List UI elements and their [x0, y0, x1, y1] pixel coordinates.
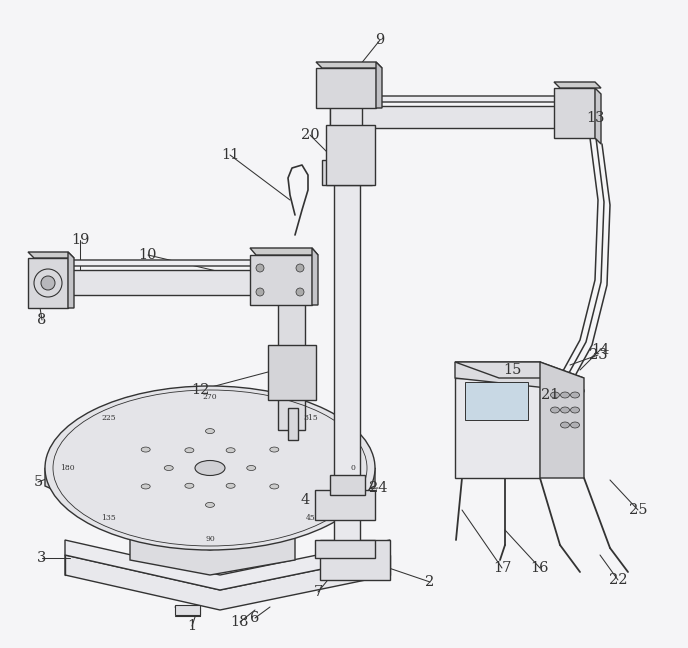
Polygon shape — [595, 88, 601, 144]
Ellipse shape — [226, 483, 235, 488]
Circle shape — [296, 288, 304, 296]
Text: 270: 270 — [203, 393, 217, 401]
Text: 25: 25 — [629, 503, 647, 517]
Text: 3: 3 — [37, 551, 47, 565]
Ellipse shape — [195, 461, 225, 476]
Polygon shape — [28, 258, 68, 308]
Polygon shape — [330, 80, 362, 168]
Text: 9: 9 — [376, 33, 385, 47]
Text: 90: 90 — [205, 535, 215, 543]
Ellipse shape — [270, 447, 279, 452]
Text: 0: 0 — [351, 464, 356, 472]
Ellipse shape — [206, 502, 215, 507]
Polygon shape — [45, 468, 375, 559]
Ellipse shape — [185, 448, 194, 453]
Polygon shape — [455, 362, 584, 392]
Text: 225: 225 — [102, 414, 116, 422]
Text: 45: 45 — [306, 515, 316, 522]
Polygon shape — [316, 68, 376, 108]
Polygon shape — [60, 270, 310, 295]
Polygon shape — [268, 345, 316, 400]
Polygon shape — [330, 96, 566, 102]
Ellipse shape — [550, 407, 559, 413]
Ellipse shape — [550, 392, 559, 398]
Ellipse shape — [41, 276, 55, 290]
Text: 15: 15 — [503, 363, 522, 377]
Ellipse shape — [206, 428, 215, 434]
Text: 4: 4 — [301, 493, 310, 507]
Text: 17: 17 — [493, 561, 511, 575]
Text: 20: 20 — [301, 128, 319, 142]
Polygon shape — [376, 62, 382, 108]
Text: 21: 21 — [541, 388, 559, 402]
Polygon shape — [60, 260, 316, 266]
Polygon shape — [28, 252, 74, 258]
Text: 22: 22 — [609, 573, 627, 587]
Ellipse shape — [141, 447, 150, 452]
Polygon shape — [315, 540, 375, 558]
Polygon shape — [326, 125, 375, 185]
Text: 11: 11 — [221, 148, 239, 162]
Ellipse shape — [247, 465, 256, 470]
Polygon shape — [455, 362, 584, 378]
Circle shape — [256, 264, 264, 272]
Text: 23: 23 — [589, 348, 608, 362]
Polygon shape — [455, 378, 540, 478]
Ellipse shape — [561, 422, 570, 428]
Polygon shape — [65, 540, 390, 590]
Text: 10: 10 — [139, 248, 158, 262]
Ellipse shape — [270, 484, 279, 489]
Text: 14: 14 — [591, 343, 609, 357]
Text: 13: 13 — [587, 111, 605, 125]
Ellipse shape — [226, 448, 235, 453]
Text: 6: 6 — [250, 611, 259, 625]
Polygon shape — [68, 252, 74, 308]
Ellipse shape — [570, 392, 579, 398]
Ellipse shape — [45, 386, 375, 550]
Ellipse shape — [570, 422, 579, 428]
Polygon shape — [330, 475, 365, 495]
Polygon shape — [312, 248, 318, 305]
Text: 18: 18 — [230, 615, 249, 629]
Polygon shape — [334, 168, 360, 545]
Text: 180: 180 — [60, 464, 74, 472]
Polygon shape — [554, 82, 601, 88]
Polygon shape — [315, 490, 375, 520]
Polygon shape — [322, 160, 372, 185]
Text: 1: 1 — [187, 619, 197, 633]
Polygon shape — [288, 408, 298, 440]
Ellipse shape — [141, 484, 150, 489]
Ellipse shape — [164, 465, 173, 470]
Polygon shape — [330, 106, 560, 128]
Polygon shape — [540, 362, 584, 478]
Text: 19: 19 — [71, 233, 89, 247]
Polygon shape — [65, 555, 390, 610]
Polygon shape — [130, 535, 295, 575]
Polygon shape — [554, 88, 595, 138]
Text: 135: 135 — [102, 515, 116, 522]
Circle shape — [256, 288, 264, 296]
Polygon shape — [320, 540, 390, 580]
Ellipse shape — [570, 407, 579, 413]
Polygon shape — [250, 248, 318, 255]
Ellipse shape — [561, 392, 570, 398]
Polygon shape — [465, 382, 528, 420]
Text: 2: 2 — [425, 575, 435, 589]
Text: 315: 315 — [303, 414, 319, 422]
Text: 24: 24 — [369, 481, 387, 495]
Polygon shape — [316, 62, 382, 68]
Polygon shape — [250, 255, 312, 305]
Polygon shape — [175, 605, 200, 615]
Circle shape — [296, 264, 304, 272]
Text: 5: 5 — [34, 475, 43, 489]
Text: 16: 16 — [530, 561, 549, 575]
Text: 7: 7 — [313, 585, 323, 599]
Ellipse shape — [185, 483, 194, 488]
Ellipse shape — [561, 407, 570, 413]
Polygon shape — [278, 295, 305, 430]
Text: 12: 12 — [191, 383, 209, 397]
Text: 8: 8 — [37, 313, 47, 327]
